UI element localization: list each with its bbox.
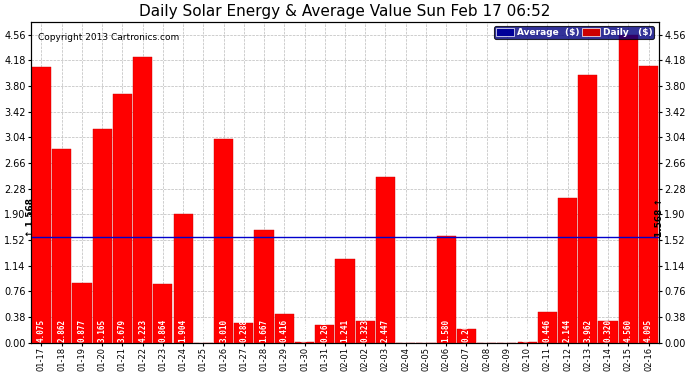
Text: 0.323: 0.323 xyxy=(361,319,370,342)
Title: Daily Solar Energy & Average Value Sun Feb 17 06:52: Daily Solar Energy & Average Value Sun F… xyxy=(139,4,551,19)
Bar xyxy=(578,75,598,342)
Bar xyxy=(52,149,71,342)
Text: 3.962: 3.962 xyxy=(583,319,592,342)
Bar xyxy=(275,315,294,342)
Text: 0.000: 0.000 xyxy=(502,319,511,342)
Text: 0.288: 0.288 xyxy=(239,319,248,342)
Text: 0.446: 0.446 xyxy=(543,319,552,342)
Bar xyxy=(437,236,456,342)
Text: 3.165: 3.165 xyxy=(98,319,107,342)
Text: 2.144: 2.144 xyxy=(563,319,572,342)
Text: 1.580: 1.580 xyxy=(442,319,451,342)
Bar xyxy=(173,214,193,342)
Text: 4.075: 4.075 xyxy=(37,319,46,342)
Bar xyxy=(32,67,51,342)
Text: 4.223: 4.223 xyxy=(138,319,147,342)
Text: 0.000: 0.000 xyxy=(401,319,411,342)
Bar xyxy=(255,230,274,342)
Bar xyxy=(558,198,578,342)
Text: 0.000: 0.000 xyxy=(422,319,431,342)
Bar xyxy=(355,321,375,342)
Bar xyxy=(133,57,152,342)
Bar xyxy=(72,283,92,342)
Text: 0.000: 0.000 xyxy=(199,319,208,342)
Text: 0.000: 0.000 xyxy=(482,319,491,342)
Bar xyxy=(376,177,395,342)
Text: 0.320: 0.320 xyxy=(604,319,613,342)
Bar xyxy=(598,321,618,342)
Text: 0.002: 0.002 xyxy=(522,319,531,342)
Bar xyxy=(214,139,233,342)
Legend: Average  ($), Daily   ($): Average ($), Daily ($) xyxy=(494,26,654,39)
Text: ↑ 1.568: ↑ 1.568 xyxy=(26,198,34,237)
Bar xyxy=(234,323,253,342)
Text: 2.447: 2.447 xyxy=(381,319,390,342)
Bar xyxy=(335,259,355,342)
Bar xyxy=(315,325,335,342)
Text: 0.877: 0.877 xyxy=(77,319,86,342)
Text: 0.012: 0.012 xyxy=(300,319,309,342)
Bar xyxy=(112,94,132,342)
Text: 0.416: 0.416 xyxy=(279,319,289,342)
Text: 1.241: 1.241 xyxy=(340,319,350,342)
Text: 2.862: 2.862 xyxy=(57,319,66,342)
Bar xyxy=(457,329,476,342)
Text: 3.010: 3.010 xyxy=(219,319,228,342)
Bar xyxy=(619,34,638,342)
Bar xyxy=(153,284,172,342)
Text: 0.266: 0.266 xyxy=(320,319,329,342)
Text: 1.904: 1.904 xyxy=(179,319,188,342)
Bar xyxy=(92,129,112,342)
Text: Copyright 2013 Cartronics.com: Copyright 2013 Cartronics.com xyxy=(38,33,179,42)
Text: 4.560: 4.560 xyxy=(624,319,633,342)
Text: 4.095: 4.095 xyxy=(644,319,653,342)
Bar xyxy=(538,312,557,342)
Text: 3.679: 3.679 xyxy=(118,319,127,342)
Bar xyxy=(639,66,658,342)
Text: 1.667: 1.667 xyxy=(259,319,268,342)
Text: 1.568 ↑: 1.568 ↑ xyxy=(656,198,664,237)
Text: 0.864: 0.864 xyxy=(159,319,168,342)
Text: 0.204: 0.204 xyxy=(462,319,471,342)
